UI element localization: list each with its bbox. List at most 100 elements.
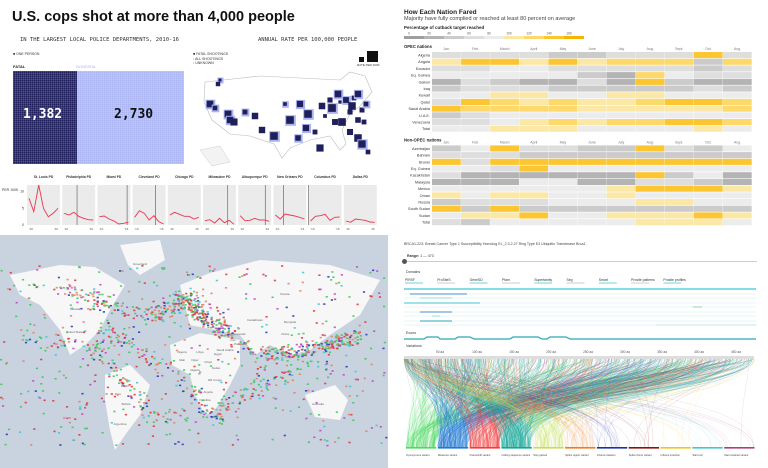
ship-marker	[151, 435, 155, 437]
ship-marker	[93, 358, 96, 361]
variant-arc	[428, 358, 616, 448]
ship-marker	[220, 423, 223, 425]
variant-arc	[450, 358, 591, 448]
variant-arc	[410, 358, 451, 448]
ship-marker	[63, 417, 66, 419]
ship-marker	[164, 393, 167, 395]
ship-marker	[0, 269, 3, 272]
ship-marker	[312, 352, 315, 355]
ship-marker	[285, 364, 288, 367]
ship-marker	[232, 395, 235, 397]
ship-marker	[194, 305, 197, 307]
fatal-shootings-marker	[270, 132, 278, 140]
heatmap-cell	[461, 199, 490, 206]
ship-marker	[163, 307, 166, 310]
ship-marker	[183, 380, 186, 382]
ship-marker	[199, 317, 203, 320]
x-tick-label: '16	[160, 227, 164, 231]
ship-marker	[198, 411, 201, 413]
ship-marker	[71, 307, 74, 310]
variant-arc	[422, 358, 562, 448]
variant-arc	[407, 358, 547, 448]
fatal-shootings-marker	[283, 102, 287, 106]
ship-marker	[182, 296, 185, 298]
variant-arc	[412, 358, 462, 448]
ship-marker	[163, 304, 166, 307]
category-bar	[469, 447, 500, 449]
variant-arc	[450, 358, 605, 448]
ship-marker	[249, 283, 252, 285]
fatal-shootings-marker	[212, 105, 218, 111]
ship-marker	[108, 306, 111, 309]
variant-arc	[460, 358, 747, 448]
variant-arc	[454, 358, 472, 448]
variant-arc	[412, 358, 561, 448]
variant-arc	[410, 358, 541, 448]
heatmap-cell	[490, 85, 519, 92]
variant-arc	[556, 358, 731, 448]
rate-line	[275, 213, 305, 220]
ship-marker	[273, 378, 276, 380]
heatmap-cell	[635, 212, 665, 219]
ship-marker	[182, 294, 185, 296]
map-label: India	[250, 352, 257, 356]
variant-arc	[541, 358, 549, 448]
ship-marker	[33, 428, 36, 430]
ship-marker	[190, 300, 193, 302]
heatmap-cell	[722, 205, 752, 212]
variant-arc	[504, 358, 515, 448]
ship-marker	[180, 299, 183, 301]
ship-marker	[305, 352, 308, 354]
rate-key-label: RATE PER 100K	[357, 63, 380, 67]
ship-marker	[317, 365, 320, 368]
heatmap-cell	[548, 72, 578, 79]
country-label: Oman	[420, 194, 430, 198]
ship-marker	[183, 376, 186, 379]
ship-marker	[32, 331, 35, 334]
variant-arc	[469, 358, 489, 448]
variant-arc	[452, 358, 499, 448]
ship-marker	[95, 345, 98, 348]
ship-marker	[364, 358, 367, 360]
ship-marker	[186, 300, 189, 302]
variant-arc	[405, 358, 425, 448]
ship-marker	[201, 410, 204, 413]
ship-marker	[274, 347, 277, 350]
ship-marker	[243, 274, 246, 276]
month-header: Feb.	[472, 47, 479, 51]
ship-marker	[195, 294, 198, 297]
range-slider-handle[interactable]	[402, 259, 407, 264]
police-title: U.S. cops shot at more than 4,000 people	[12, 9, 295, 25]
heatmap-cell	[490, 199, 519, 206]
police-subtitle-right: ANNUAL RATE PER 100,000 PEOPLE	[258, 37, 358, 43]
variant-arc	[479, 358, 628, 448]
category-label: Coding sequence variant	[501, 453, 530, 457]
variant-arc	[430, 358, 583, 448]
range-slider-track[interactable]	[404, 261, 757, 262]
ship-marker	[102, 339, 105, 342]
ship-marker	[356, 378, 359, 381]
ship-marker	[209, 307, 212, 309]
ship-marker	[348, 441, 351, 444]
alaska-outline	[199, 145, 231, 167]
variant-arc	[505, 358, 552, 448]
ship-marker	[370, 427, 373, 429]
ship-marker	[55, 286, 58, 289]
variant-arc	[581, 358, 745, 448]
variant-arc	[495, 358, 711, 448]
ship-marker	[289, 353, 292, 355]
ship-marker	[93, 288, 96, 290]
variant-arc	[433, 358, 472, 448]
heatmap-cell	[693, 145, 723, 152]
variant-arc	[521, 358, 715, 448]
ship-marker	[79, 408, 82, 410]
ship-marker	[99, 326, 102, 329]
ship-marker	[96, 346, 99, 349]
ship-marker	[78, 400, 81, 403]
ship-marker	[280, 352, 283, 355]
ship-marker	[243, 399, 246, 401]
variant-arc	[429, 358, 577, 448]
ship-marker	[147, 443, 150, 445]
